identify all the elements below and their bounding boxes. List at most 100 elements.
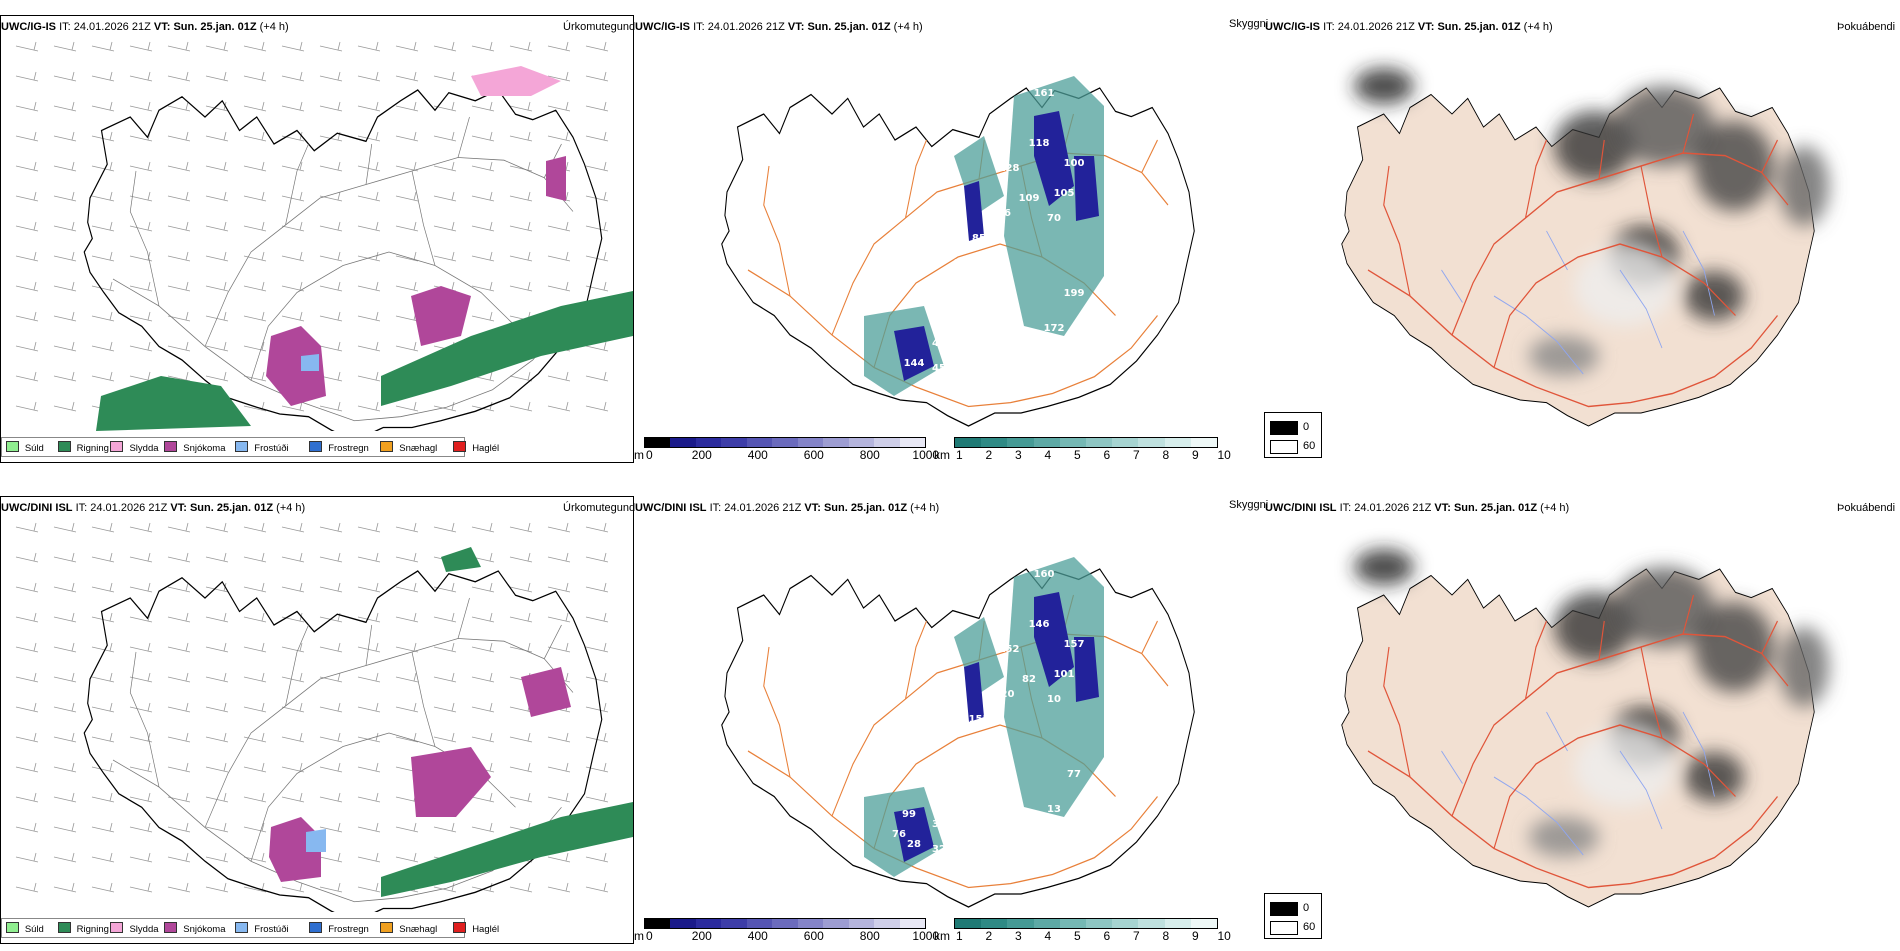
wind-barb — [243, 672, 267, 683]
wind-barb — [53, 762, 77, 773]
cloud-base-label: 144 — [904, 358, 925, 369]
wind-barb — [53, 191, 77, 202]
wind-barb — [129, 281, 153, 292]
wind-barb — [471, 792, 495, 803]
cloud-base-label: 85 — [972, 233, 986, 244]
visibility-tick: 7 — [1133, 448, 1140, 462]
wind-barb — [129, 822, 153, 833]
lead-time: (+4 h) — [259, 21, 289, 33]
fog-blob — [1554, 592, 1634, 662]
fog-swatch-0 — [1270, 902, 1298, 916]
wind-barb — [91, 191, 115, 202]
wind-barb — [281, 311, 305, 322]
wind-barb — [357, 672, 381, 683]
it-label: IT: — [1323, 21, 1335, 33]
wind-barb — [205, 762, 229, 773]
model-name: UWC/IG-IS — [1, 21, 56, 33]
fog-blob — [1554, 111, 1634, 181]
precip-panel-frame — [0, 15, 634, 463]
visibility-tick: 7 — [1133, 929, 1140, 943]
colorbar-step — [1059, 438, 1087, 447]
wind-barb — [395, 131, 419, 142]
wind-barb — [395, 401, 419, 412]
wind-barb — [471, 41, 495, 52]
precip-area — [306, 829, 326, 852]
wind-barb — [15, 131, 39, 142]
wind-barb — [53, 101, 77, 112]
precip-area — [96, 376, 251, 431]
fog-panel-title: Þokuábendi — [1837, 502, 1896, 514]
fog-blob — [1779, 627, 1829, 707]
wind-barb — [433, 612, 457, 623]
cloud-base-tick: 800 — [859, 929, 880, 943]
vt-label: VT: — [1434, 502, 1451, 514]
wind-barb — [53, 642, 77, 653]
cloud-base-label: 145 — [954, 258, 975, 269]
wind-barb — [281, 522, 305, 533]
cloud-panel: UWC/IG-IS IT: 24.01.2026 21Z VT: Sun. 25… — [634, 0, 1268, 470]
wind-barb — [395, 612, 419, 623]
fog-blob — [1574, 727, 1674, 807]
it-label: IT: — [1339, 502, 1352, 514]
cloud-base-tick: 400 — [747, 929, 768, 943]
wind-barb — [15, 401, 39, 412]
wind-barb — [15, 612, 39, 623]
legend-swatch — [235, 441, 249, 452]
wind-barb — [129, 642, 153, 653]
colorbar-step — [1033, 919, 1060, 928]
wind-barb — [471, 702, 495, 713]
wind-barb — [91, 822, 115, 833]
wind-barb — [205, 732, 229, 743]
legend-swatch — [380, 922, 394, 933]
run-header: UWC/IG-IS IT: 24.01.2026 21Z VT: Sun. 25… — [1265, 21, 1553, 33]
wind-barb — [319, 41, 343, 52]
wind-barb — [547, 612, 571, 623]
cloud-base-label: 10 — [1047, 694, 1061, 705]
wind-barb — [53, 822, 77, 833]
wind-barb — [281, 582, 305, 593]
wind-barb — [319, 732, 343, 743]
wind-barb — [205, 522, 229, 533]
cloud-base-label: 86 — [997, 208, 1011, 219]
wind-barb — [357, 371, 381, 382]
wind-barb — [357, 882, 381, 893]
iceland-coastline — [83, 89, 603, 431]
precip-area — [266, 326, 326, 406]
vt-label: VT: — [787, 21, 805, 33]
wind-barb — [433, 642, 457, 653]
cloud-base-label: 128 — [999, 163, 1020, 174]
it-time: 24.01.2026 21Z — [90, 502, 168, 514]
legend-swatch — [110, 922, 124, 933]
colorbar-step — [1138, 919, 1165, 928]
colorbar-step — [1086, 919, 1113, 928]
model-name: UWC/DINI ISL — [1, 502, 73, 514]
cloud-base-area — [894, 807, 934, 862]
wind-barb — [319, 71, 343, 82]
wind-barb — [319, 341, 343, 352]
road-network — [1367, 113, 1789, 408]
wind-barb — [167, 341, 191, 352]
forecast-row-1: UWC/IG-IS IT: 24.01.2026 21Z VT: Sun. 25… — [0, 0, 1900, 470]
vt-time: Sun. 25.jan. 01Z — [1453, 502, 1538, 514]
wind-barb — [585, 672, 609, 683]
colorbar-step — [955, 919, 982, 928]
cloud-base-area — [1074, 637, 1099, 702]
fog-panel: UWC/DINI ISL IT: 24.01.2026 21Z VT: Sun.… — [1264, 481, 1900, 951]
legend-swatch — [57, 922, 71, 933]
visibility-tick: 1 — [956, 929, 963, 943]
precip-panel-title: Úrkomutegund — [563, 21, 636, 33]
wind-barb — [471, 311, 495, 322]
wind-barb — [357, 311, 381, 322]
cloud-base-label: 70 — [1047, 213, 1061, 224]
cloud-base-swatches — [644, 437, 926, 448]
wind-barb — [547, 131, 571, 142]
precip-legend-item-snjókoma: Snjókoma — [164, 441, 225, 454]
cloud-base-label: 118 — [1029, 138, 1050, 149]
cloud-map: 160 146 157 152 101 82 120 10 155 72 77 13 189 39 32 28… — [721, 557, 1195, 908]
wind-barb — [53, 311, 77, 322]
legend-swatch — [380, 441, 394, 452]
wind-barb — [281, 882, 305, 893]
wind-barb — [281, 642, 305, 653]
wind-barb — [471, 612, 495, 623]
wind-barb — [509, 131, 533, 142]
